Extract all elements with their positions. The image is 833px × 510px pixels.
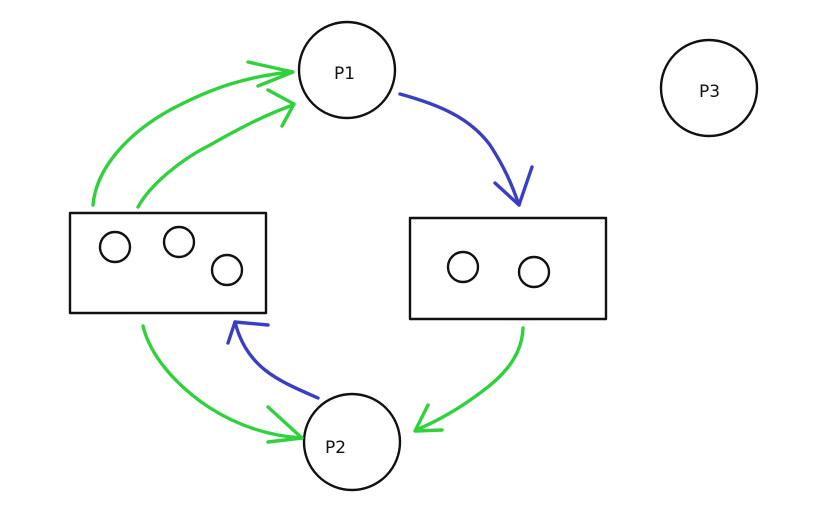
edge-p1-to-r2 [398, 92, 534, 207]
resource-node-r2 [408, 216, 608, 321]
resource-instance-dot [446, 250, 480, 284]
process-label-p3: P3 [699, 82, 720, 102]
edge-line [233, 320, 320, 400]
edge-r1-to-p2 [141, 324, 304, 444]
process-circle-p2 [302, 392, 402, 492]
resource-instance-dot [210, 253, 244, 287]
resource-instance-dot [98, 230, 132, 264]
edge-line [414, 326, 525, 432]
edge-line [136, 103, 295, 209]
resource-instance-dot [517, 255, 551, 289]
arrowhead-icon [266, 405, 304, 444]
arrowhead-icon [493, 165, 534, 207]
edge-p2-to-r1 [226, 320, 320, 400]
edge-line [91, 70, 294, 207]
edge-r1-to-p1-outer [91, 60, 295, 207]
arrowhead-icon [413, 403, 444, 433]
resource-box-r1 [68, 211, 268, 315]
process-node-p1: P1 [297, 20, 397, 120]
edge-line [141, 324, 304, 440]
edge-line [398, 92, 521, 207]
process-node-p2: P2 [302, 392, 402, 492]
arrowhead-icon [226, 320, 270, 345]
process-circle-p3 [659, 38, 759, 138]
process-label-p1: P1 [334, 64, 355, 84]
process-circle-p1 [297, 20, 397, 120]
arrowhead-icon [266, 88, 296, 128]
resource-instance-dot [162, 225, 196, 259]
arrowhead-icon [246, 60, 295, 88]
resource-box-r2 [408, 216, 608, 321]
process-node-p3: P3 [659, 38, 759, 138]
resource-node-r1 [68, 211, 268, 315]
process-label-p2: P2 [325, 438, 346, 458]
edge-r2-to-p2 [413, 326, 525, 433]
edge-r1-to-p1-inner [136, 88, 296, 209]
